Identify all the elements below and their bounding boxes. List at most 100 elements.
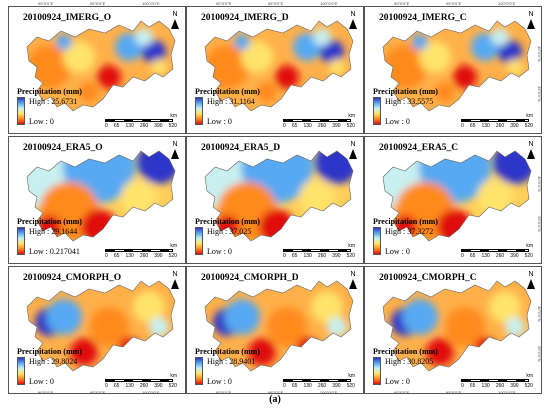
north-label: N	[172, 271, 178, 278]
scale-number: 130	[481, 253, 490, 259]
latitude-tick: 35°0'0"N	[537, 86, 542, 102]
legend-high: High : 25.6731	[29, 97, 78, 106]
precipitation-map	[382, 20, 532, 112]
longitude-tick: 100°0'0"E	[498, 1, 516, 6]
scale-bar-graphic	[461, 119, 529, 122]
legend-title: Precipitation (mm)	[17, 217, 82, 226]
north-label: N	[172, 11, 178, 18]
scale-number: 520	[168, 383, 177, 389]
scale-bar: km 0 65 130 260 390 520	[105, 243, 177, 263]
scale-bar-graphic	[105, 379, 173, 382]
precipitation-map	[382, 150, 532, 242]
longitude-tick: 100°0'0"E	[498, 390, 516, 395]
longitude-tick: 95°0'0"E	[268, 1, 284, 6]
scale-number: 0	[105, 253, 108, 259]
map-panel: 20100924_ERA5_O N Precipitation (mm) High :…	[8, 136, 186, 264]
latitude-tick: 40°0'0"N	[537, 46, 542, 62]
longitude-tick: 95°0'0"E	[90, 1, 106, 6]
legend-title: Precipitation (mm)	[373, 217, 438, 226]
figure-caption: (a)	[269, 394, 281, 405]
scale-number: 260	[495, 123, 505, 129]
scale-number: 0	[283, 123, 286, 129]
legend-low: Low : 0	[385, 117, 410, 126]
longitude-tick: 90°0'0"E	[394, 1, 410, 6]
legend-low: Low : 0	[29, 117, 54, 126]
scale-number: 520	[346, 123, 355, 129]
scale-number: 65	[291, 383, 298, 389]
scale-bar-graphic	[461, 249, 529, 252]
legend-high: High : 28.9401	[207, 357, 256, 366]
scale-bar: km 0 65 130 260 390 520	[105, 373, 177, 393]
longitude-tick: 95°0'0"E	[446, 1, 462, 6]
legend-title: Precipitation (mm)	[195, 347, 260, 356]
precipitation-map	[204, 150, 354, 242]
legend-title: Precipitation (mm)	[17, 87, 82, 96]
scale-unit: km	[348, 113, 355, 119]
scale-bar: km 0 65 130 260 390 520	[283, 243, 355, 263]
scale-number: 260	[317, 253, 327, 259]
scale-number: 520	[524, 123, 533, 129]
legend-color-ramp	[17, 227, 25, 255]
map-panel: 20100924_IMERG_C N Precipitation (mm) High …	[364, 6, 542, 134]
scale-number: 390	[154, 383, 163, 389]
scale-number: 390	[332, 383, 341, 389]
longitude-tick: 100°0'0"E	[320, 390, 338, 395]
scale-bar: km 0 65 130 260 390 520	[461, 243, 533, 263]
legend: Precipitation (mm) High : 33.5575 Low : 0	[373, 87, 478, 131]
scale-number: 260	[139, 383, 149, 389]
legend-color-ramp	[373, 357, 381, 385]
scale-bar-graphic	[461, 379, 529, 382]
latitude-tick: 40°0'0"N	[537, 176, 542, 192]
scale-bar-graphic	[283, 379, 351, 382]
scale-number: 520	[346, 383, 355, 389]
legend-high: High : 31.1164	[207, 97, 255, 106]
legend-title: Precipitation (mm)	[195, 87, 260, 96]
legend-high: High : 37.3272	[385, 227, 434, 236]
scale-unit: km	[526, 373, 533, 379]
scale-number: 0	[283, 253, 286, 259]
scale-number: 520	[346, 253, 355, 259]
scale-number: 390	[332, 123, 341, 129]
panel-title: 20100924_IMERG_D	[201, 13, 289, 23]
scale-number: 390	[154, 253, 163, 259]
scale-number: 65	[113, 123, 120, 129]
legend: Precipitation (mm) High : 28.9401 Low : 0	[195, 347, 300, 391]
scale-number: 130	[303, 383, 312, 389]
scale-number: 520	[524, 383, 533, 389]
scale-number: 260	[317, 123, 327, 129]
legend-color-ramp	[373, 227, 381, 255]
scale-bar-graphic	[283, 249, 351, 252]
panel-title: 20100924_CMORPH_C	[379, 273, 477, 283]
scale-unit: km	[348, 373, 355, 379]
scale-bar-graphic	[283, 119, 351, 122]
scale-number: 0	[105, 123, 108, 129]
legend-title: Precipitation (mm)	[373, 347, 438, 356]
legend-high: High : 29.1644	[29, 227, 78, 236]
scale-number: 0	[461, 123, 464, 129]
panel-title: 20100924_CMORPH_O	[23, 273, 122, 283]
scale-number: 0	[461, 383, 464, 389]
scale-number: 260	[495, 383, 505, 389]
scale-number: 65	[291, 123, 298, 129]
north-label: N	[528, 271, 534, 278]
scale-bar: km 0 65 130 260 390 520	[283, 113, 355, 133]
scale-number: 130	[303, 253, 312, 259]
precipitation-map	[204, 20, 354, 112]
scale-number: 390	[332, 253, 341, 259]
legend-color-ramp	[17, 97, 25, 125]
scale-number: 65	[469, 383, 476, 389]
legend: Precipitation (mm) High : 37.3272 Low : 0	[373, 217, 478, 261]
map-panel: 20100924_IMERG_O N Precipitation (mm) High …	[8, 6, 186, 134]
scale-number: 520	[524, 253, 533, 259]
legend: Precipitation (mm) High : 29.1644 Low : 0.…	[17, 217, 122, 261]
scale-unit: km	[170, 113, 177, 119]
precipitation-map	[382, 280, 532, 372]
latitude-tick: 35°0'0"N	[537, 346, 542, 362]
legend-low: Low : 0.217041	[29, 247, 80, 256]
legend-color-ramp	[195, 227, 203, 255]
legend-title: Precipitation (mm)	[17, 347, 82, 356]
scale-number: 390	[510, 253, 519, 259]
scale-number: 390	[510, 123, 519, 129]
scale-number: 65	[113, 383, 120, 389]
scale-unit: km	[348, 243, 355, 249]
